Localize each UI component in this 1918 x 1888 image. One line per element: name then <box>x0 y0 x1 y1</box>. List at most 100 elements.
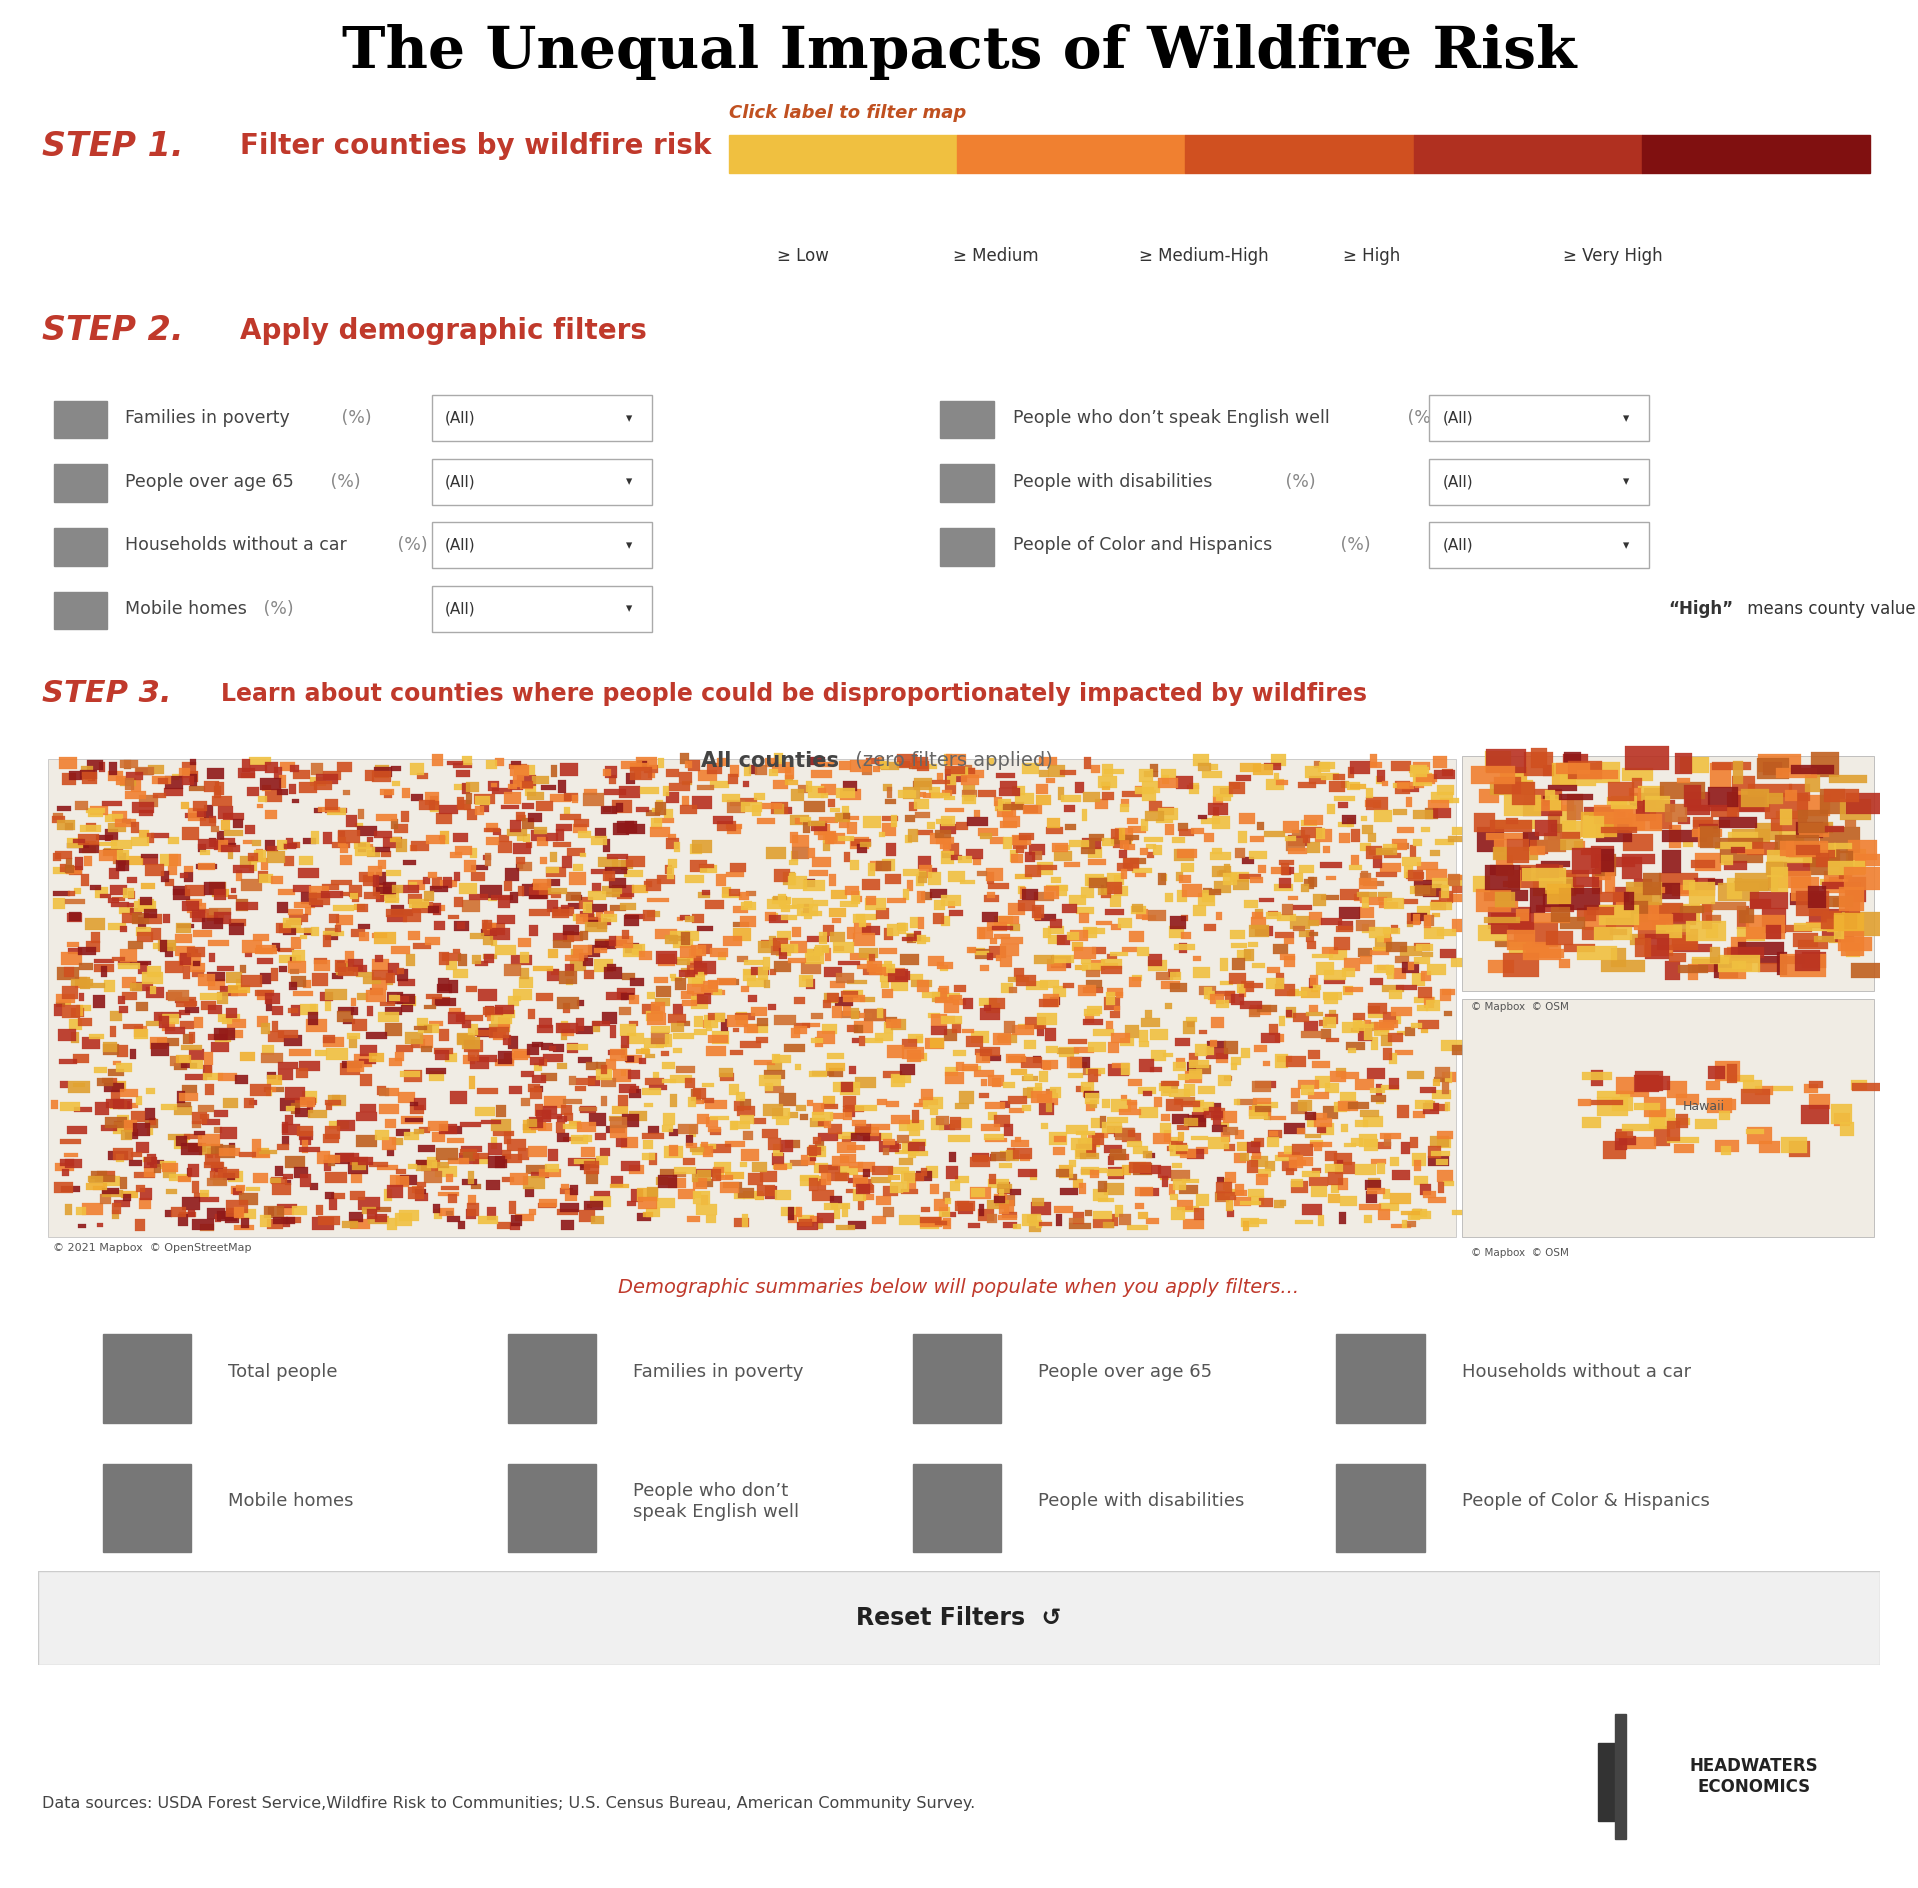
Bar <box>1172 1114 1189 1123</box>
Bar <box>215 840 222 850</box>
Bar <box>967 818 988 825</box>
Bar <box>685 1078 694 1087</box>
Bar <box>1452 1210 1469 1214</box>
Bar <box>625 821 635 829</box>
Bar <box>1231 944 1247 948</box>
Bar <box>1408 870 1423 882</box>
Bar <box>175 1063 188 1070</box>
Bar <box>1795 846 1820 855</box>
Bar <box>182 776 194 785</box>
Bar <box>464 804 470 810</box>
Bar <box>470 933 483 938</box>
Bar <box>1051 955 1074 963</box>
Bar <box>1226 1199 1233 1212</box>
Bar <box>290 969 299 974</box>
Bar <box>706 1027 712 1031</box>
Bar <box>806 953 825 965</box>
Bar <box>1789 1140 1811 1157</box>
Bar <box>967 1223 980 1227</box>
Bar <box>1118 850 1126 857</box>
Bar <box>1665 804 1686 821</box>
Text: Learn about counties where people could be disproportionately impacted by wildfi: Learn about counties where people could … <box>221 682 1366 706</box>
Bar <box>667 833 675 840</box>
Bar <box>1231 993 1245 1004</box>
Bar <box>955 1176 969 1182</box>
Bar <box>389 995 399 1001</box>
Bar <box>1542 895 1571 908</box>
Text: ≥ Medium-High: ≥ Medium-High <box>1139 247 1270 264</box>
Bar <box>1444 1103 1450 1112</box>
Bar <box>524 1123 535 1129</box>
Bar <box>855 1129 871 1135</box>
Bar <box>961 1029 974 1033</box>
Bar <box>717 821 737 831</box>
Bar <box>892 1114 909 1123</box>
Bar <box>1068 895 1086 906</box>
Bar <box>944 755 953 767</box>
Bar <box>995 801 1005 812</box>
Bar <box>159 1161 176 1169</box>
Bar <box>1672 885 1715 895</box>
Bar <box>708 1014 725 1020</box>
Bar <box>113 957 125 961</box>
Bar <box>1193 1103 1214 1112</box>
Bar <box>886 1101 900 1106</box>
Bar <box>817 1218 823 1229</box>
Bar <box>790 816 809 825</box>
Bar <box>819 831 836 840</box>
Bar <box>178 1093 198 1101</box>
Bar <box>733 1027 738 1033</box>
Bar <box>109 885 127 895</box>
Bar <box>1135 785 1141 791</box>
Bar <box>610 936 616 946</box>
Bar <box>1279 953 1295 959</box>
Bar <box>65 868 82 874</box>
Bar <box>1550 870 1590 876</box>
Bar <box>73 1106 92 1112</box>
Bar <box>476 1108 495 1116</box>
Bar <box>1135 787 1155 793</box>
Bar <box>1421 827 1431 833</box>
Bar <box>468 1171 474 1184</box>
Bar <box>1663 831 1707 842</box>
Bar <box>838 761 852 770</box>
Bar <box>909 974 923 980</box>
Bar <box>669 1146 679 1155</box>
Bar <box>1088 1069 1099 1082</box>
Bar <box>673 938 692 948</box>
Bar <box>470 865 487 870</box>
Bar <box>1768 870 1811 887</box>
Bar <box>1437 1131 1454 1140</box>
Bar <box>270 1087 276 1093</box>
Bar <box>1107 1127 1122 1135</box>
Bar <box>604 872 616 882</box>
Bar <box>1011 1140 1028 1148</box>
Bar <box>359 923 370 929</box>
Bar <box>1655 925 1682 938</box>
Bar <box>226 1208 244 1218</box>
Bar <box>1559 918 1586 929</box>
Bar <box>1076 1131 1095 1135</box>
Bar <box>852 891 861 904</box>
Bar <box>1247 1161 1258 1172</box>
Bar <box>1086 1138 1099 1146</box>
Bar <box>917 980 928 991</box>
Bar <box>965 770 984 778</box>
Bar <box>65 865 75 872</box>
Bar <box>854 914 865 923</box>
Bar <box>1575 885 1584 895</box>
Bar <box>338 1120 355 1131</box>
Bar <box>470 893 487 901</box>
Bar <box>478 1216 499 1223</box>
Bar <box>850 953 869 961</box>
Bar <box>1022 804 1041 814</box>
Bar <box>949 1135 971 1142</box>
Bar <box>1007 1055 1026 1063</box>
Bar <box>1178 848 1197 859</box>
Bar <box>113 1201 130 1206</box>
Bar <box>1141 1018 1160 1027</box>
Bar <box>781 906 790 912</box>
Bar <box>1007 1148 1015 1161</box>
Bar <box>1738 795 1770 812</box>
Bar <box>600 1065 608 1074</box>
